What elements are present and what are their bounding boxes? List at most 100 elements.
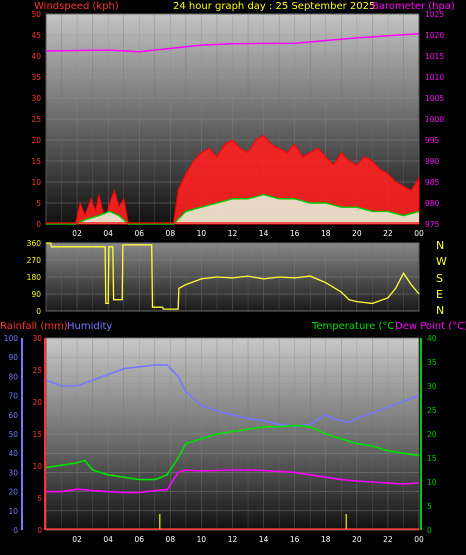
- wind-xtick-00: 00: [414, 229, 424, 238]
- baro-ytick-1005: 1005: [425, 94, 444, 103]
- dewpoint-axis-title: Dew Point (°C): [395, 321, 466, 332]
- humidity-line: [45, 364, 420, 428]
- chart-title: 24 hour graph day : 25 September 2025: [173, 1, 375, 12]
- baro-ytick-985: 985: [425, 178, 440, 187]
- rainfall-axis-title: Rainfall (mm): [0, 321, 68, 332]
- temp-xtick-04: 04: [103, 535, 113, 544]
- wind-xtick-16: 16: [290, 229, 300, 238]
- wind-xtick-20: 20: [352, 229, 362, 238]
- rainfall-ytick-5: 5: [37, 494, 42, 503]
- windspeed-axis-title: Windspeed (kph): [34, 1, 119, 12]
- dir-label-n-top: N: [436, 239, 444, 252]
- rainfall-ytick-30: 30: [32, 334, 42, 343]
- baro-ytick-990: 990: [425, 157, 440, 166]
- temperature-ytick-10: 10: [427, 478, 437, 487]
- barometer-line: [45, 32, 420, 53]
- rainfall-ytick-0: 0: [37, 526, 42, 535]
- barometer-axis-title: Barometer (hpa): [372, 1, 455, 12]
- wind-ytick-45: 45: [31, 31, 41, 40]
- wind-ytick-50: 50: [31, 10, 41, 19]
- wind-ytick-30: 30: [31, 94, 41, 103]
- temperature-line: [45, 424, 420, 481]
- windspeed-average-area: [46, 194, 419, 224]
- dir-ytick-360: 360: [27, 239, 42, 248]
- temperature-ytick-5: 5: [427, 502, 432, 511]
- wind-xtick-14: 14: [259, 229, 269, 238]
- humidity-ytick-80: 80: [8, 372, 18, 381]
- dir-ytick-0: 0: [36, 307, 41, 316]
- humidity-ytick-10: 10: [8, 507, 18, 516]
- baro-ytick-975: 975: [425, 220, 440, 229]
- rainfall-ytick-20: 20: [32, 398, 42, 407]
- wind-xtick-10: 10: [197, 229, 207, 238]
- dewpoint-line: [46, 469, 420, 494]
- temp-xtick-10: 10: [197, 535, 207, 544]
- humidity-ytick-90: 90: [8, 353, 18, 362]
- wind-ytick-40: 40: [31, 52, 41, 61]
- humidity-ytick-20: 20: [8, 488, 18, 497]
- humidity-ytick-30: 30: [8, 468, 18, 477]
- humidity-ytick-50: 50: [8, 430, 18, 439]
- temperature-ytick-15: 15: [427, 454, 437, 463]
- wind-direction-line: [46, 242, 420, 310]
- baro-ytick-1025: 1025: [425, 10, 444, 19]
- baro-ytick-1000: 1000: [425, 115, 444, 124]
- temp-xtick-06: 06: [134, 535, 144, 544]
- temperature-ytick-20: 20: [427, 430, 437, 439]
- baro-ytick-1015: 1015: [425, 52, 444, 61]
- temperature-ytick-30: 30: [427, 382, 437, 391]
- temperature-ytick-40: 40: [427, 334, 437, 343]
- wind-ytick-20: 20: [31, 136, 41, 145]
- data-layer: [45, 32, 420, 530]
- rainfall-ytick-25: 25: [32, 366, 42, 375]
- windspeed-average-line: [46, 193, 420, 225]
- temp-xtick-22: 22: [383, 535, 393, 544]
- dir-ytick-90: 90: [31, 290, 41, 299]
- baro-ytick-1010: 1010: [425, 73, 444, 82]
- wind-xtick-08: 08: [166, 229, 176, 238]
- rainfall-ytick-10: 10: [32, 462, 42, 471]
- temp-xtick-20: 20: [352, 535, 362, 544]
- dir-label-n-bottom: N: [436, 304, 444, 317]
- humidity-ytick-40: 40: [8, 449, 18, 458]
- temperature-axis-title: Temperature (°C): [311, 321, 398, 332]
- temperature-ytick-35: 35: [427, 358, 437, 367]
- wind-ytick-15: 15: [31, 157, 41, 166]
- wind-ytick-0: 0: [36, 220, 41, 229]
- temp-xtick-08: 08: [166, 535, 176, 544]
- temp-xtick-12: 12: [228, 535, 238, 544]
- baro-ytick-995: 995: [425, 136, 440, 145]
- temp-xtick-18: 18: [321, 535, 331, 544]
- temp-xtick-00: 00: [414, 535, 424, 544]
- wind-xtick-22: 22: [383, 229, 393, 238]
- wind-ytick-5: 5: [36, 199, 41, 208]
- windspeed-gust-area: [46, 135, 420, 225]
- dir-ytick-180: 180: [27, 273, 42, 282]
- baro-ytick-980: 980: [425, 199, 440, 208]
- temp-xtick-02: 02: [72, 535, 82, 544]
- dir-label-e: E: [436, 288, 443, 301]
- wind-ytick-35: 35: [31, 73, 41, 82]
- rainfall-ytick-15: 15: [32, 430, 42, 439]
- temp-xtick-14: 14: [259, 535, 269, 544]
- wind-xtick-02: 02: [72, 229, 82, 238]
- wind-ytick-10: 10: [31, 178, 41, 187]
- wind-xtick-04: 04: [103, 229, 113, 238]
- wind-xtick-12: 12: [228, 229, 238, 238]
- axis-layer: 0510152025303540455097598098599099510001…: [4, 10, 445, 544]
- dir-label-s: S: [436, 272, 443, 285]
- temperature-ytick-25: 25: [427, 406, 437, 415]
- humidity-ytick-70: 70: [8, 392, 18, 401]
- dir-ytick-270: 270: [27, 256, 42, 265]
- temperature-ytick-0: 0: [427, 526, 432, 535]
- dir-label-w: W: [436, 255, 447, 268]
- humidity-ytick-0: 0: [13, 526, 18, 535]
- temp-xtick-16: 16: [290, 535, 300, 544]
- wind-ytick-25: 25: [31, 115, 41, 124]
- wind-xtick-18: 18: [321, 229, 331, 238]
- baro-ytick-1020: 1020: [425, 31, 444, 40]
- humidity-ytick-100: 100: [4, 334, 19, 343]
- humidity-ytick-60: 60: [8, 411, 18, 420]
